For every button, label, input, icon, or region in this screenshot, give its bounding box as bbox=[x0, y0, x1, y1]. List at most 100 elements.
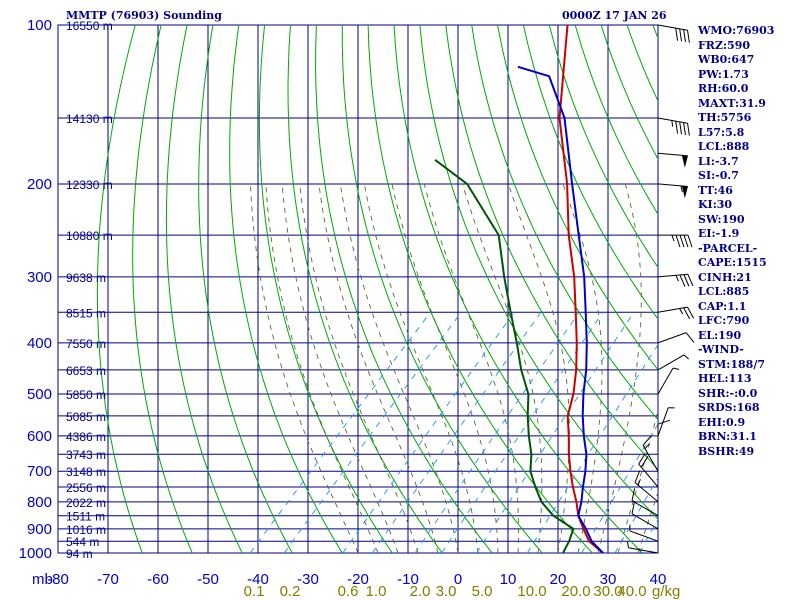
index-item: HEL:113 bbox=[698, 372, 752, 385]
index-item: TT:46 bbox=[698, 183, 733, 197]
dry-adiabat bbox=[229, 25, 343, 553]
height-label: 14130 m bbox=[66, 112, 113, 126]
index-panel: WMO:76903 FRZ:590 WB0:647 PW:1.73 RH:60.0 MAX… bbox=[698, 24, 774, 459]
mixing-ratio-line bbox=[342, 312, 515, 553]
pressure-tick-label: 700 bbox=[27, 463, 52, 480]
temperature-tick-label: -80 bbox=[47, 571, 69, 588]
index-item: -PARCEL- bbox=[698, 241, 758, 255]
moist-adiabat bbox=[339, 183, 459, 553]
wind-barb bbox=[657, 332, 695, 344]
height-label: 10880 m bbox=[66, 229, 113, 243]
pressure-tick-label: 600 bbox=[27, 428, 52, 445]
dewpoint-line bbox=[434, 159, 575, 553]
index-item: LCL:885 bbox=[698, 285, 750, 298]
moist-adiabat bbox=[318, 183, 439, 553]
wind-barb bbox=[634, 470, 659, 503]
pressure-tick-label: 900 bbox=[27, 521, 52, 538]
moist-adiabat bbox=[281, 183, 399, 553]
temperature-tick-label: 40 bbox=[650, 571, 667, 588]
temperature-tick-label: -50 bbox=[197, 571, 219, 588]
mixing-ratio-line bbox=[283, 312, 462, 553]
moist-adiabat bbox=[391, 183, 499, 553]
mixing-ratio-line bbox=[372, 312, 542, 553]
index-item: RH:60.0 bbox=[698, 82, 749, 95]
dry-adiabat bbox=[419, 25, 658, 520]
mixing-ratio-label: 0.1 bbox=[244, 583, 265, 600]
pressure-tick-label: 400 bbox=[27, 335, 52, 352]
dry-adiabat bbox=[165, 25, 243, 553]
pressure-tick-label: 200 bbox=[27, 176, 52, 193]
index-item: EL:190 bbox=[698, 328, 742, 342]
height-label: 9638 m bbox=[66, 271, 106, 285]
temperature-tick-label: -10 bbox=[397, 571, 419, 588]
wind-barb bbox=[657, 152, 688, 168]
height-label: 1016 m bbox=[66, 523, 106, 537]
parcel-line bbox=[517, 65, 604, 553]
temperature-tick-label: -20 bbox=[347, 571, 369, 588]
pressure-tick-label: 1000 bbox=[19, 545, 52, 562]
wind-barb bbox=[657, 306, 695, 320]
wind-barb bbox=[627, 541, 659, 554]
wind-barb bbox=[631, 488, 659, 517]
temperature-line bbox=[558, 25, 604, 553]
moist-adiabat bbox=[507, 183, 570, 553]
wind-barb bbox=[638, 452, 659, 488]
index-item: -WIND- bbox=[698, 343, 744, 356]
index-item: KI:30 bbox=[698, 198, 733, 211]
chart-title: MMTP (76903) Sounding bbox=[66, 9, 222, 22]
index-item: SI:-0.7 bbox=[698, 169, 739, 182]
moist-adiabat bbox=[597, 183, 642, 553]
index-item: EHI:0.9 bbox=[698, 415, 746, 429]
mixing-ratio-label: 20.0 bbox=[561, 583, 590, 600]
mixing-ratio-label: 10.0 bbox=[517, 583, 546, 600]
temperature-tick-label: -60 bbox=[147, 571, 169, 588]
mixing-ratio-label: 0.2 bbox=[280, 583, 301, 600]
height-label: 2556 m bbox=[66, 481, 106, 495]
index-item: SRDS:168 bbox=[698, 401, 760, 414]
dry-adiabat bbox=[471, 25, 658, 421]
height-label: 12330 m bbox=[66, 178, 113, 192]
pressure-tick-label: 100 bbox=[27, 17, 52, 34]
height-label: 8515 m bbox=[66, 306, 106, 320]
pressure-tick-label: 800 bbox=[27, 494, 52, 511]
temperature-tick-label: -70 bbox=[97, 571, 119, 588]
dry-adiabat bbox=[341, 25, 543, 553]
temperature-tick-label: 10 bbox=[500, 571, 517, 588]
index-item: SW:190 bbox=[698, 212, 745, 226]
dry-adiabat bbox=[367, 25, 593, 553]
pressure-tick-label: 500 bbox=[27, 386, 52, 403]
mixing-ratio-label: 40.0 bbox=[617, 583, 646, 600]
wind-barb bbox=[657, 367, 680, 395]
index-item: BSHR:49 bbox=[698, 444, 755, 458]
mixing-ratio-label: 3.0 bbox=[436, 583, 457, 600]
moist-adiabat bbox=[299, 183, 419, 553]
height-label: 2022 m bbox=[66, 496, 106, 510]
wind-barb bbox=[631, 501, 659, 530]
temperature-tick-label: -30 bbox=[297, 571, 319, 588]
height-label: 5850 m bbox=[66, 388, 106, 402]
dry-adiabat bbox=[782, 25, 800, 553]
height-label: 4386 m bbox=[66, 430, 106, 444]
height-label: 544 m bbox=[66, 535, 99, 549]
mixing-ratio-label: 30.0 bbox=[593, 583, 622, 600]
wind-barb bbox=[629, 524, 659, 542]
temperature-tick-label: 0 bbox=[454, 571, 462, 588]
height-label: 16550 m bbox=[66, 19, 113, 33]
index-item: TH:5756 bbox=[698, 111, 752, 124]
mixing-ratio-label: 5.0 bbox=[472, 583, 493, 600]
pressure-tick-label: 300 bbox=[27, 269, 52, 286]
wind-barb bbox=[657, 407, 675, 437]
dry-adiabat bbox=[287, 25, 443, 553]
wind-barb bbox=[657, 183, 688, 199]
index-item: L57:5.8 bbox=[698, 125, 745, 139]
dry-adiabat bbox=[96, 25, 143, 553]
height-label: 7550 m bbox=[66, 337, 106, 351]
dry-adiabat bbox=[198, 25, 293, 553]
index-item: LFC:790 bbox=[698, 314, 750, 327]
mixing-ratio-line bbox=[249, 312, 431, 553]
temperature-tick-label: 30 bbox=[600, 571, 617, 588]
mixing-ratio-line bbox=[414, 312, 580, 553]
moist-adiabat bbox=[250, 183, 359, 553]
dry-adiabat bbox=[258, 25, 393, 553]
height-label: 5085 m bbox=[66, 410, 106, 424]
